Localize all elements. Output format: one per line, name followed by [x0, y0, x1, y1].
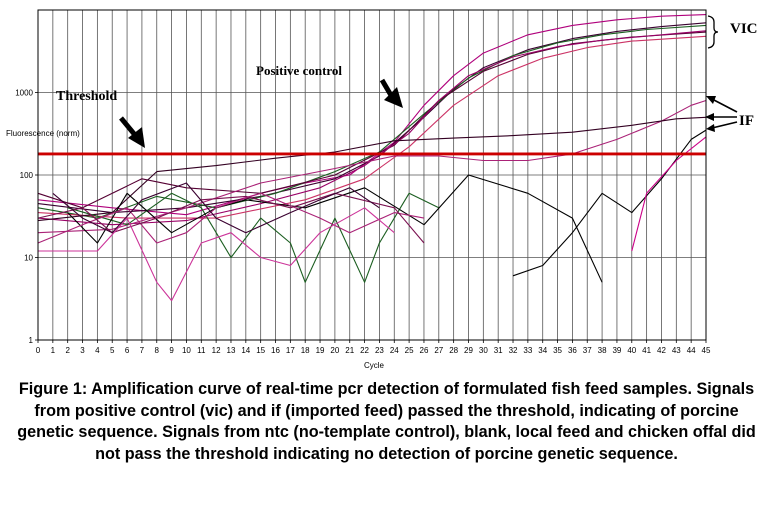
axis-layer: 0 1 2 3 4 5 6 7 8 9 10 11 12 13 14 15 16 17 18 19 20 21 22 23 24… — [15, 9, 711, 355]
if-arrow-low — [711, 121, 738, 129]
x-tick-label: 16 — [271, 346, 280, 355]
x-tick-label: 6 — [125, 346, 130, 355]
x-tick-label: 30 — [479, 346, 488, 355]
x-tick-label: 28 — [449, 346, 458, 355]
x-tick-label: 36 — [568, 346, 577, 355]
x-axis-label: Cycle — [364, 361, 385, 370]
series-line-10 — [631, 136, 707, 252]
x-tick-label: 21 — [345, 346, 354, 355]
figure-caption: Figure 1: Amplification curve of real-ti… — [17, 380, 756, 463]
x-tick-label: 8 — [155, 346, 160, 355]
series-line-9 — [512, 129, 707, 277]
annotation-threshold: Threshold — [56, 89, 117, 104]
x-tick-label: 32 — [509, 346, 518, 355]
x-tick-label: 27 — [434, 346, 443, 355]
annotation-if: IF — [739, 113, 754, 129]
x-tick-label: 19 — [316, 346, 325, 355]
x-tick-label: 12 — [212, 346, 221, 355]
y-axis-label: Fluorescence (norm) — [6, 129, 80, 138]
series-line-15 — [52, 182, 380, 234]
x-tick-label: 44 — [687, 346, 696, 355]
amplification-chart: 0 1 2 3 4 5 6 7 8 9 10 11 12 13 14 15 16 17 18 19 20 21 22 23 24… — [6, 9, 758, 370]
threshold-arrow — [119, 116, 137, 137]
x-tick-label: 39 — [612, 346, 621, 355]
y-tick-label: 1 — [29, 336, 34, 345]
annotation-vic: VIC — [730, 21, 758, 37]
y-tick-label: 100 — [20, 171, 34, 180]
annotation-positive-control: Positive control — [256, 63, 342, 78]
series-line-11 — [67, 192, 440, 283]
x-tick-label: 31 — [494, 346, 503, 355]
x-tick-label: 2 — [65, 346, 70, 355]
x-tick-label: 40 — [627, 346, 636, 355]
series-line-13 — [37, 192, 425, 244]
x-tick-label: 24 — [390, 346, 399, 355]
positive-control-arrow-head — [384, 87, 403, 108]
series-line-2 — [37, 22, 707, 214]
x-tick-label: 20 — [330, 346, 339, 355]
x-tick-label: 25 — [405, 346, 414, 355]
if-arrow-mid-head — [705, 113, 714, 121]
series-line-16 — [38, 207, 395, 302]
x-tick-label: 7 — [140, 346, 145, 355]
y-tick-label: 1000 — [15, 89, 33, 98]
grid-layer — [37, 10, 707, 341]
x-tick-label: 42 — [657, 346, 666, 355]
x-tick-label: 15 — [256, 346, 265, 355]
x-tick-label: 5 — [110, 346, 115, 355]
x-tick-label: 17 — [286, 346, 295, 355]
series-line-3 — [37, 24, 707, 219]
series-line-12 — [67, 174, 603, 283]
x-tick-label: 18 — [301, 346, 310, 355]
series-line-1 — [37, 14, 707, 216]
y-tick-label: 10 — [24, 254, 33, 263]
x-tick-label: 37 — [583, 346, 592, 355]
x-tick-label: 33 — [523, 346, 532, 355]
x-tick-label: 35 — [553, 346, 562, 355]
x-tick-label: 0 — [36, 346, 41, 355]
x-tick-label: 1 — [51, 346, 56, 355]
x-tick-label: 34 — [538, 346, 547, 355]
x-tick-label: 9 — [169, 346, 174, 355]
series-line-14 — [37, 192, 425, 244]
series-line-8 — [37, 116, 707, 222]
if-arrow-top — [711, 98, 738, 113]
x-tick-label: 26 — [420, 346, 429, 355]
series-line-5 — [37, 31, 707, 209]
series-line-4 — [37, 35, 707, 219]
threshold-arrow-head — [128, 127, 145, 148]
vic-brace — [707, 15, 719, 49]
if-arrow-top-head — [706, 96, 716, 104]
x-tick-label: 14 — [241, 346, 250, 355]
x-tick-label: 38 — [598, 346, 607, 355]
x-tick-label: 10 — [182, 346, 191, 355]
plot-frame — [37, 9, 707, 341]
x-tick-label: 22 — [360, 346, 369, 355]
x-tick-label: 41 — [642, 346, 651, 355]
if-arrow-low-head — [706, 124, 715, 132]
x-tick-label: 45 — [702, 346, 711, 355]
annotation-arrows — [119, 15, 738, 148]
x-tick-label: 43 — [672, 346, 681, 355]
x-tick-label: 4 — [95, 346, 100, 355]
x-tick-label: 3 — [80, 346, 85, 355]
x-tick-label: 11 — [197, 346, 206, 355]
series-layer — [37, 14, 707, 302]
series-line-7 — [37, 99, 707, 234]
x-tick-label: 13 — [227, 346, 236, 355]
x-tick-label: 23 — [375, 346, 384, 355]
x-tick-label: 29 — [464, 346, 473, 355]
